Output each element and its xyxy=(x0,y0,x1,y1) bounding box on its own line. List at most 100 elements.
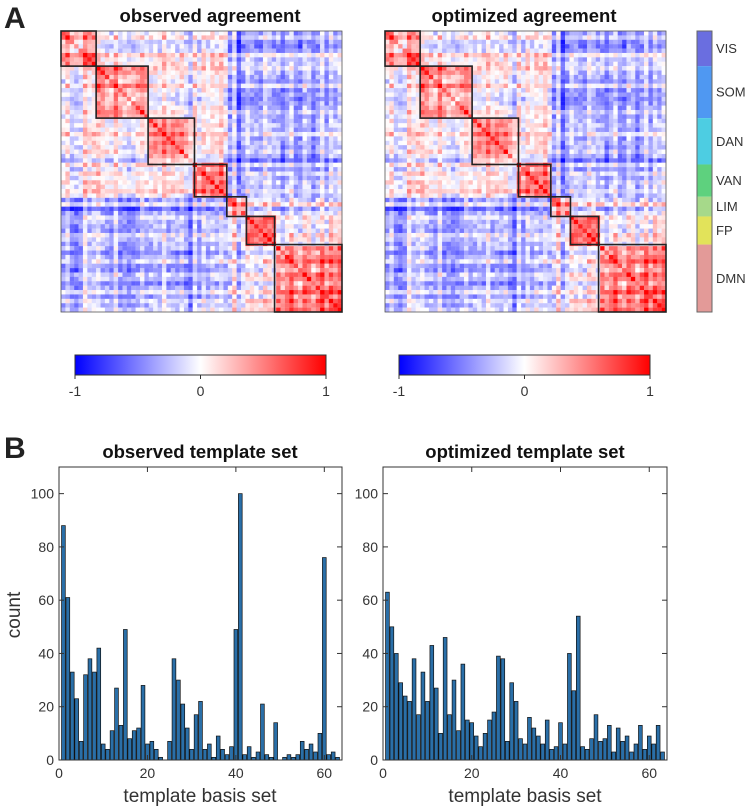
heatmap-cell xyxy=(135,206,141,212)
heatmap-cell xyxy=(157,118,163,124)
heatmap-cell xyxy=(258,285,264,291)
heatmap-cell xyxy=(608,35,614,40)
heatmap-cell xyxy=(293,290,299,295)
heatmap-cell xyxy=(140,105,145,111)
heatmap-cell xyxy=(65,35,70,40)
heatmap-cell xyxy=(293,202,299,207)
heatmap-cell xyxy=(320,31,325,36)
heatmap-cell xyxy=(205,123,211,128)
heatmap-cell xyxy=(201,276,207,282)
heatmap-cell xyxy=(69,110,75,115)
heatmap-cell xyxy=(276,110,281,115)
heatmap-cell xyxy=(477,88,482,93)
heatmap-cell xyxy=(201,74,207,80)
heatmap-cell xyxy=(591,31,596,36)
heatmap-cell xyxy=(337,162,343,168)
heatmap-cell xyxy=(131,61,136,67)
heatmap-cell xyxy=(276,206,281,212)
heatmap-cell xyxy=(415,88,421,93)
heatmap-cell xyxy=(547,39,552,45)
heatmap-cell xyxy=(254,276,259,282)
heatmap-cell xyxy=(289,57,294,62)
heatmap-cell xyxy=(166,52,171,58)
heatmap-cell xyxy=(267,114,272,119)
heatmap-cell xyxy=(201,52,207,58)
heatmap-cell xyxy=(306,250,312,256)
heatmap-cell xyxy=(140,153,145,159)
heatmap-cell xyxy=(573,31,579,36)
heatmap-cell xyxy=(188,79,193,84)
heatmap-cell xyxy=(74,268,79,273)
heatmap-cell xyxy=(591,79,596,84)
heatmap-cell xyxy=(258,189,264,194)
heatmap-cell xyxy=(170,219,176,225)
heatmap-cell xyxy=(254,263,259,269)
heatmap-cell xyxy=(306,123,312,128)
heatmap-cell xyxy=(153,206,158,212)
heatmap-cell xyxy=(521,57,526,62)
heatmap-cell xyxy=(61,268,66,273)
heatmap-cell xyxy=(100,70,106,76)
heatmap-cell xyxy=(131,268,136,273)
heatmap-cell xyxy=(424,52,430,58)
heatmap-cell xyxy=(148,57,154,62)
heatmap-cell xyxy=(100,224,106,229)
heatmap-cell xyxy=(254,167,259,172)
heatmap-cell xyxy=(333,118,338,124)
heatmap-cell xyxy=(144,88,149,93)
heatmap-cell xyxy=(69,123,75,128)
heatmap-cell xyxy=(223,193,228,198)
heatmap-cell xyxy=(100,171,106,177)
heatmap-cell xyxy=(485,35,491,40)
heatmap-cell xyxy=(100,285,106,291)
heatmap-cell xyxy=(499,74,504,80)
heatmap-cell xyxy=(201,237,207,242)
heatmap-cell xyxy=(262,237,268,242)
heatmap-cell xyxy=(144,298,149,304)
heatmap-cell xyxy=(223,96,228,102)
heatmap-cell xyxy=(153,66,158,71)
heatmap-cell xyxy=(236,114,242,119)
heatmap-cell xyxy=(192,83,198,89)
heatmap-cell xyxy=(65,228,70,234)
heatmap-cell xyxy=(433,39,438,45)
heatmap-cell xyxy=(311,285,316,291)
heatmap-cell xyxy=(74,285,79,291)
heatmap-cell xyxy=(201,83,207,89)
heatmap-cell xyxy=(214,70,220,76)
heatmap-cell xyxy=(258,96,264,102)
heatmap-cell xyxy=(179,83,185,89)
heatmap-cell xyxy=(320,175,325,181)
heatmap-cell xyxy=(74,232,79,238)
heatmap-cell xyxy=(219,263,224,269)
heatmap-cell xyxy=(276,237,281,242)
heatmap-cell xyxy=(109,70,114,76)
heatmap-cell xyxy=(402,79,408,84)
heatmap-cell xyxy=(315,83,321,89)
heatmap-cell xyxy=(302,48,308,54)
heatmap-cell xyxy=(241,39,246,45)
heatmap-cell xyxy=(183,88,189,93)
heatmap-cell xyxy=(276,96,281,102)
heatmap-cell xyxy=(538,66,544,71)
heatmap-cell xyxy=(241,101,246,106)
heatmap-cell xyxy=(280,175,286,181)
heatmap-cell xyxy=(175,83,180,89)
heatmap-cell xyxy=(293,272,299,278)
heatmap-cell xyxy=(118,272,123,278)
heatmap-cell xyxy=(600,74,605,80)
heatmap-cell xyxy=(652,57,658,62)
heatmap-cell xyxy=(289,145,294,150)
heatmap-cell xyxy=(600,66,605,71)
heatmap-cell xyxy=(280,114,286,119)
heatmap-cell xyxy=(118,131,123,137)
heatmap-cell xyxy=(227,145,233,150)
heatmap-cell xyxy=(328,74,334,80)
heatmap-cell xyxy=(389,52,394,58)
heatmap-cell xyxy=(289,114,294,119)
heatmap-cell xyxy=(87,149,92,155)
heatmap-cell xyxy=(61,219,66,225)
heatmap-cell xyxy=(161,136,167,141)
heatmap-cell xyxy=(197,268,202,273)
